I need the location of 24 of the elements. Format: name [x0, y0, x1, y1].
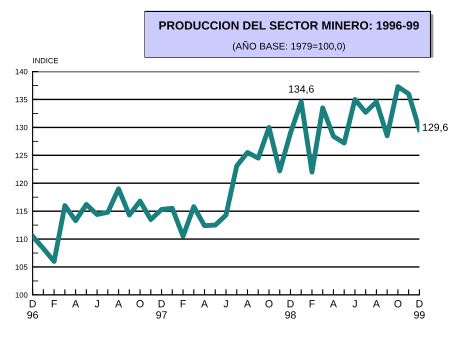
x-tick-label: J: [352, 300, 357, 308]
x-tick-label: A: [72, 300, 80, 308]
x-tick-label: F: [52, 300, 57, 308]
x-tick-label: A: [372, 300, 380, 308]
chart-title: PRODUCCION DEL SECTOR MINERO: 1996-99: [159, 21, 419, 30]
x-tick-label: D 98: [285, 300, 296, 319]
x-tick-label: A: [244, 300, 251, 308]
data-label: 129,6: [422, 124, 448, 132]
x-tick-label: O: [136, 300, 144, 308]
x-tick-label: J: [224, 300, 228, 308]
x-tick-label: J: [94, 300, 99, 308]
x-tick-label: O: [265, 300, 273, 308]
line-series: [32, 84, 420, 264]
x-tick-label: A: [115, 300, 122, 308]
chart-subtitle: (AÑO BASE: 1979=100,0): [232, 41, 345, 52]
data-label: 134,6: [288, 85, 314, 94]
x-tick-label: F: [310, 300, 315, 308]
x-tick-label: D 96: [27, 300, 38, 319]
x-tick-label: D 97: [156, 300, 167, 319]
x-tick-label: O: [394, 300, 402, 308]
x-tick-label: A: [330, 300, 337, 308]
x-tick-label: D 99: [414, 300, 425, 319]
x-tick-label: F: [180, 300, 186, 308]
x-tick-label: A: [201, 300, 208, 308]
